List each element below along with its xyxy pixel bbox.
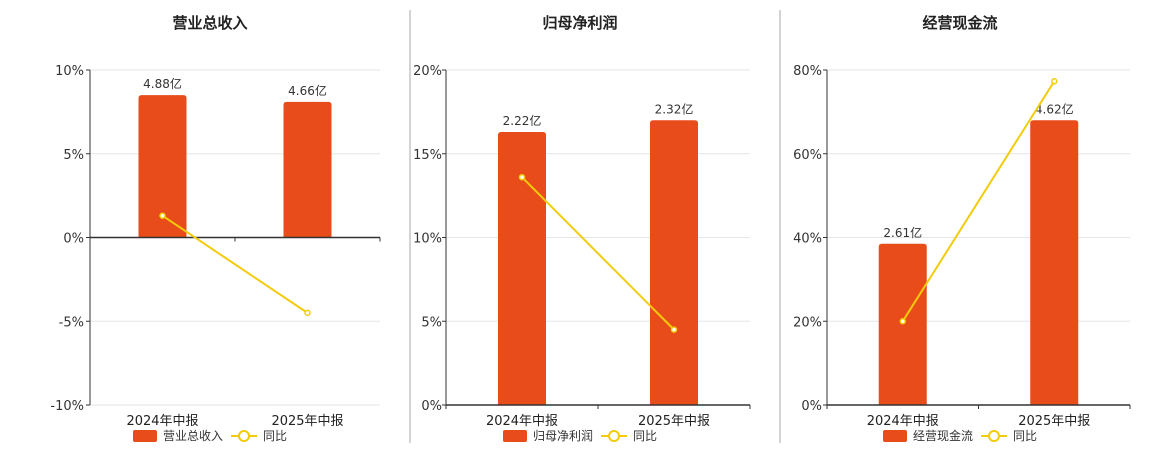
yoy-point — [159, 212, 166, 219]
y-tick-label: 5% — [421, 315, 442, 330]
chart-title: 经营现金流 — [922, 14, 997, 32]
bar-data-label: 2.32亿 — [655, 101, 694, 116]
y-tick-label: 0% — [63, 232, 84, 247]
y-tick-label: -5% — [59, 315, 84, 330]
legend-label-bar: 营业总收入 — [163, 429, 223, 443]
category-label: 2024年中报 — [486, 414, 558, 429]
legend-label-bar: 经营现金流 — [913, 428, 973, 443]
yoy-line — [521, 176, 675, 331]
bar — [650, 120, 698, 405]
legend-swatch-bar — [883, 430, 907, 442]
category-label: 2025年中报 — [271, 414, 343, 429]
bar-data-label: 2.61亿 — [883, 225, 922, 240]
legend-swatch-bar — [133, 430, 157, 442]
y-tick-label: 20% — [413, 64, 442, 79]
legend-swatch-point — [608, 430, 620, 442]
y-tick-label: 5% — [63, 148, 84, 163]
y-tick-label: 10% — [413, 232, 442, 247]
category-label: 2024年中报 — [867, 414, 939, 429]
yoy-line — [901, 80, 1056, 322]
y-tick-label: 20% — [793, 315, 822, 330]
legend-label-line: 同比 — [1013, 429, 1037, 443]
y-tick-label: 15% — [413, 148, 442, 163]
bar — [498, 131, 546, 405]
chart-title: 营业总收入 — [172, 14, 247, 32]
y-tick-label: 60% — [793, 148, 822, 163]
bar-data-label: 2.22亿 — [503, 113, 542, 128]
bar — [283, 101, 332, 238]
y-tick-label: 0% — [421, 399, 442, 414]
yoy-point — [304, 309, 311, 317]
legend-swatch-bar — [503, 430, 527, 442]
legend-swatch-point — [988, 430, 1000, 442]
bar — [1030, 120, 1079, 405]
bar-data-label: 4.88亿 — [143, 76, 182, 91]
bar-data-label: 4.66亿 — [288, 83, 327, 98]
bar-data-label: 4.62亿 — [1035, 101, 1074, 116]
bar — [138, 95, 187, 238]
legend-swatch-point — [238, 430, 250, 442]
chart-title: 归母净利润 — [542, 14, 617, 32]
y-tick-label: 10% — [55, 64, 84, 79]
y-tick-label: 80% — [793, 64, 822, 79]
y-tick-label: 0% — [801, 399, 822, 414]
category-label: 2025年中报 — [638, 414, 710, 429]
legend-label-line: 同比 — [263, 429, 287, 443]
yoy-line — [161, 214, 309, 314]
yoy-point — [670, 326, 678, 333]
yoy-point — [518, 173, 526, 181]
category-label: 2024年中报 — [126, 414, 198, 429]
y-tick-label: 40% — [793, 232, 822, 247]
category-label: 2025年中报 — [1018, 414, 1090, 429]
legend-label-line: 同比 — [633, 429, 657, 443]
yoy-point — [899, 318, 906, 325]
yoy-point — [1051, 78, 1058, 85]
y-tick-label: -10% — [50, 399, 84, 414]
legend-label-bar: 归母净利润 — [533, 429, 593, 443]
